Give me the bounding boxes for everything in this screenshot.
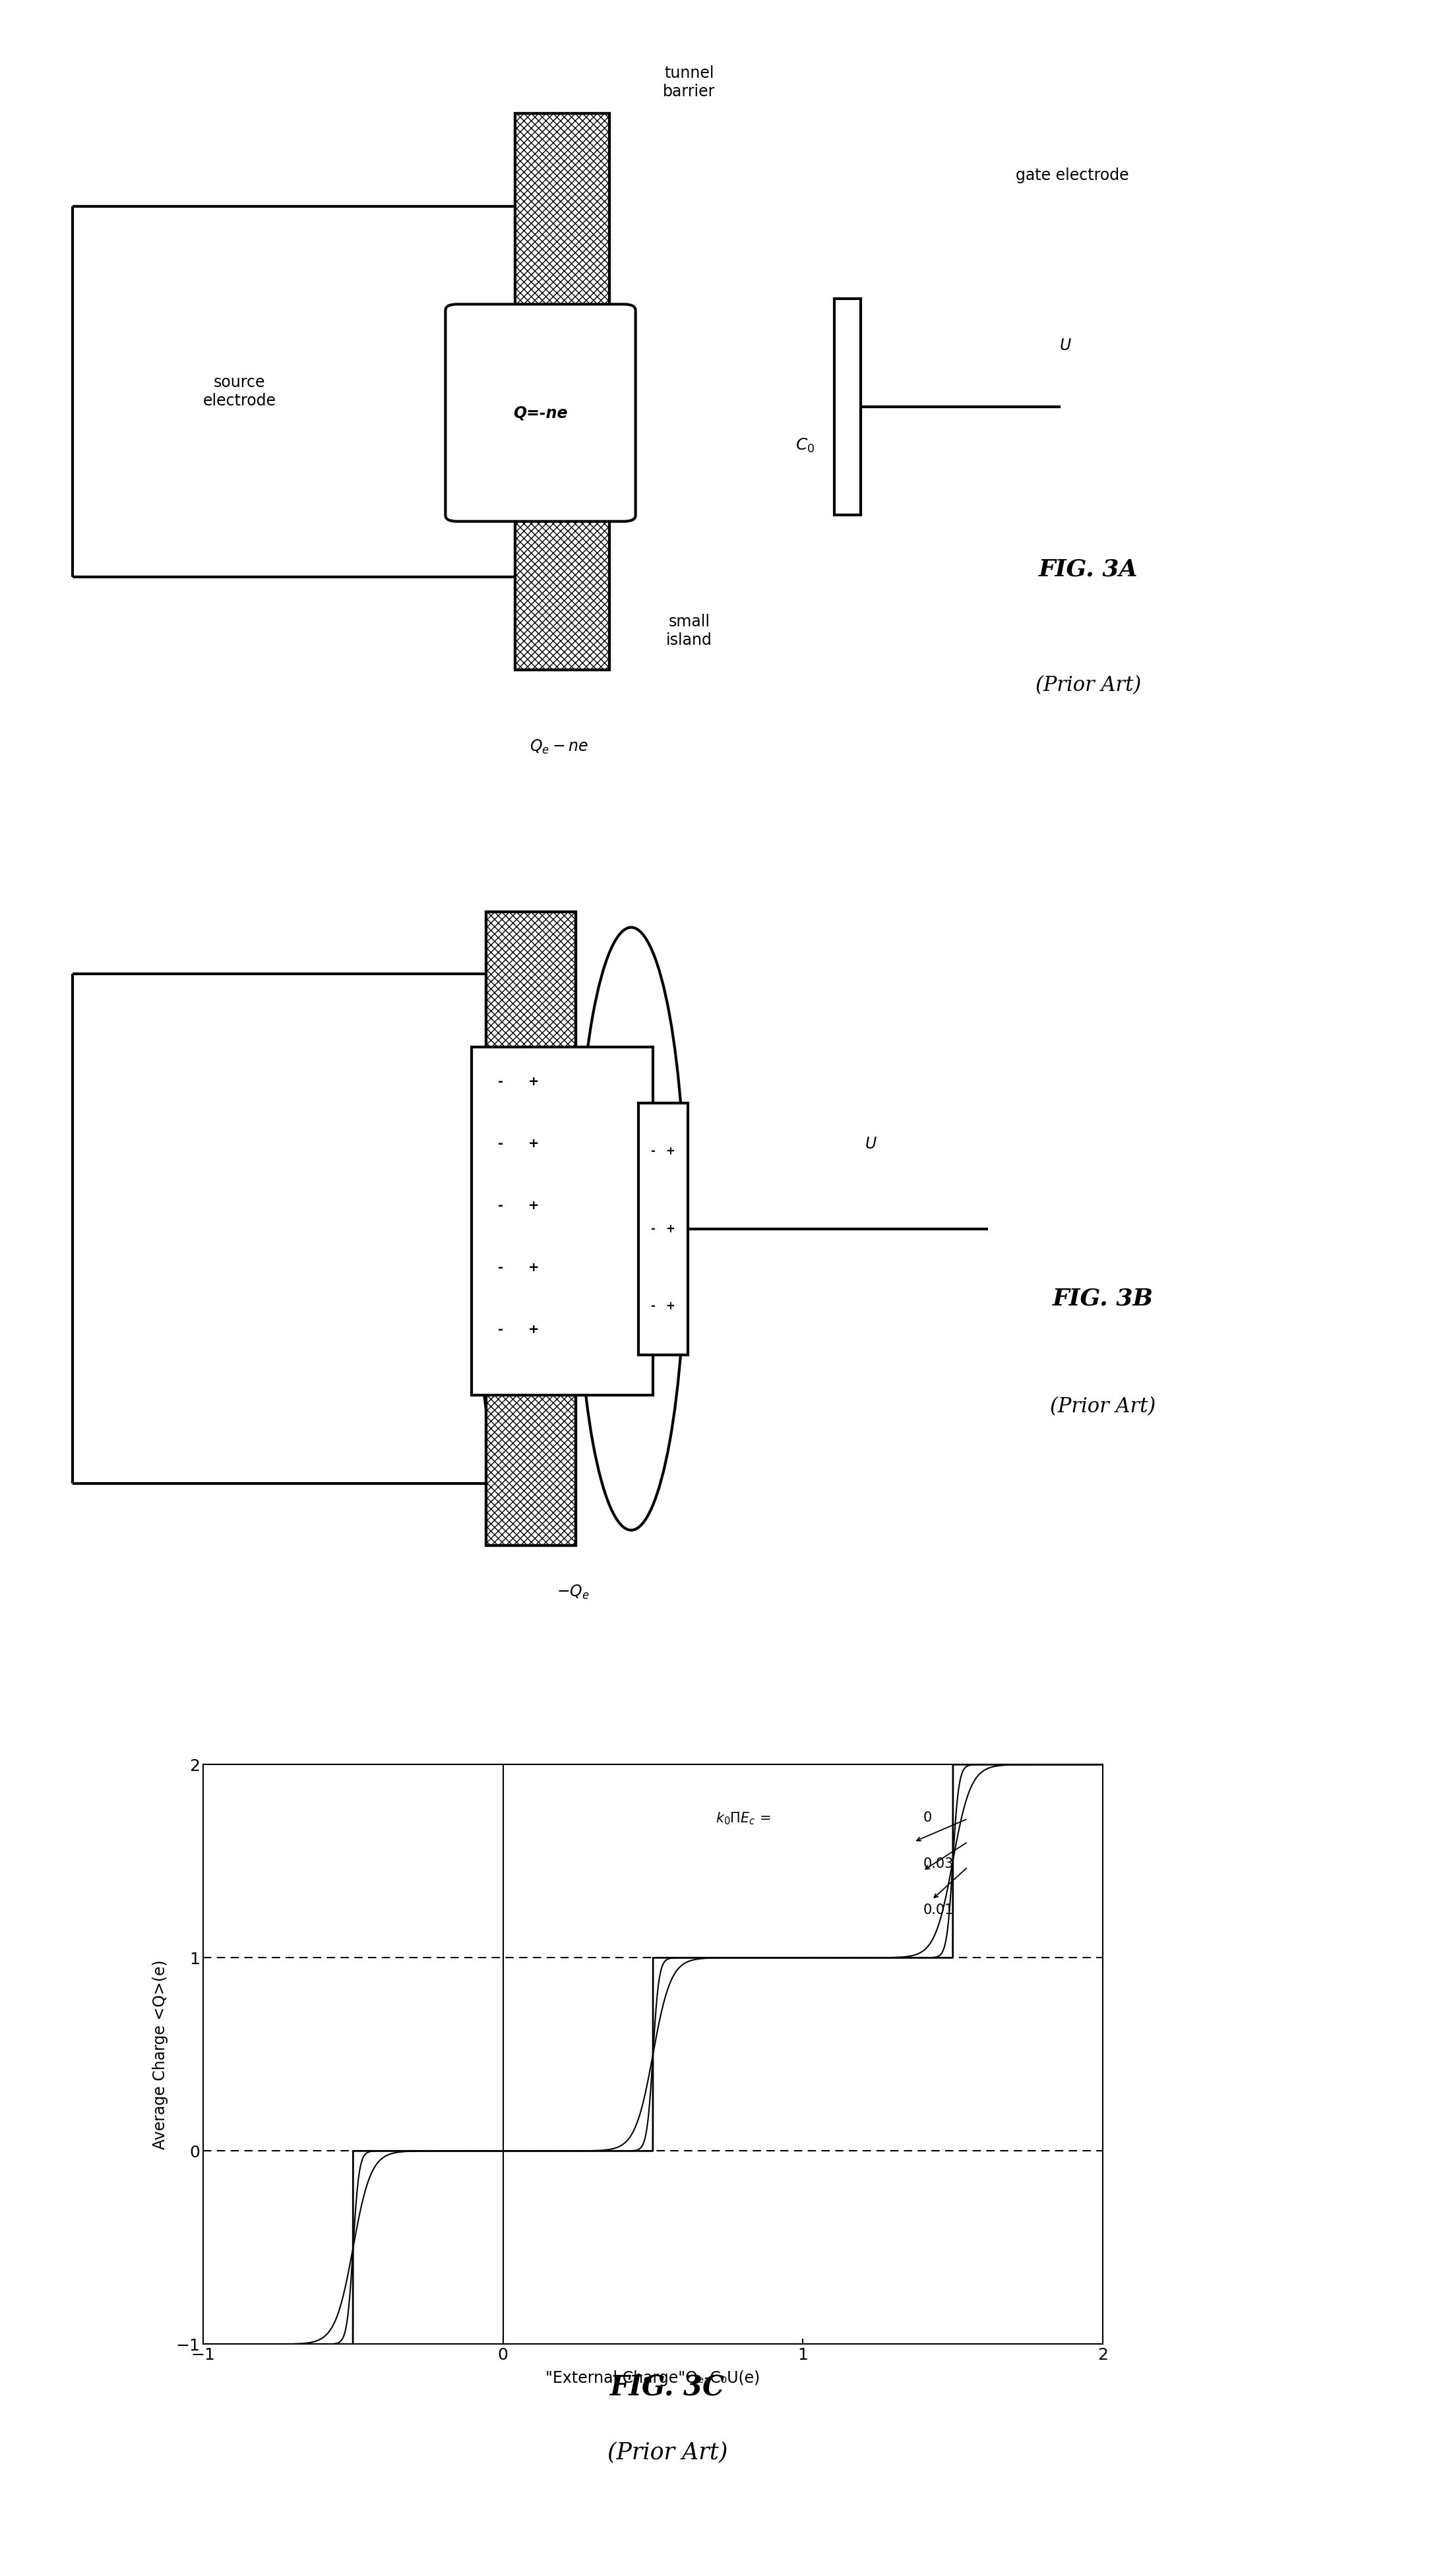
Text: -: - [650,1224,656,1234]
Text: -: - [498,1262,503,1273]
Text: -: - [498,1139,503,1149]
Text: -: - [498,1077,503,1087]
Text: -: - [650,1146,656,1157]
Text: -: - [498,1200,503,1211]
Text: $k_0\Pi E_c$ =: $k_0\Pi E_c$ = [715,1811,770,1826]
Text: (Prior Art): (Prior Art) [1036,675,1140,696]
Text: -: - [650,1301,656,1311]
Y-axis label: Average Charge <Q>(e): Average Charge <Q>(e) [152,1960,168,2148]
FancyBboxPatch shape [445,304,636,520]
Text: $C_0$: $C_0$ [795,438,815,453]
Text: $U$: $U$ [1059,337,1072,353]
Text: FIG. 3C: FIG. 3C [609,2375,726,2401]
Text: $Q_e -ne$: $Q_e -ne$ [530,739,588,755]
Text: $-Q_e$: $-Q_e$ [557,1584,589,1600]
Text: +: + [666,1146,675,1157]
FancyBboxPatch shape [472,1048,653,1396]
Text: +: + [528,1324,540,1334]
Text: $U$: $U$ [865,1136,876,1151]
Text: gate electrode: gate electrode [1016,167,1129,183]
Text: tunnel
barrier: tunnel barrier [663,64,715,100]
Ellipse shape [577,927,685,1530]
Text: FIG. 3B: FIG. 3B [1052,1288,1154,1309]
X-axis label: "External Charge"Qₑ-C₀U(e): "External Charge"Qₑ-C₀U(e) [546,2370,760,2385]
Text: (Prior Art): (Prior Art) [1051,1396,1155,1417]
FancyBboxPatch shape [834,299,860,515]
FancyBboxPatch shape [515,113,609,670]
Text: +: + [528,1139,540,1149]
FancyBboxPatch shape [638,1103,688,1355]
Text: FIG. 3A: FIG. 3A [1039,559,1138,580]
Text: +: + [528,1077,540,1087]
Text: -: - [498,1324,503,1334]
Text: (Prior Art): (Prior Art) [608,2442,727,2463]
Text: +: + [528,1262,540,1273]
Text: 0.01: 0.01 [923,1904,953,1917]
Text: Q=-ne: Q=-ne [514,404,567,420]
Text: +: + [666,1224,675,1234]
Text: 0.03: 0.03 [923,1857,953,1870]
Ellipse shape [476,927,583,1530]
Text: 0: 0 [923,1811,932,1824]
Text: source
electrode: source electrode [203,374,276,410]
Text: +: + [666,1301,675,1311]
FancyBboxPatch shape [486,912,576,1546]
Text: small
island: small island [666,613,712,649]
Text: +: + [528,1200,540,1211]
